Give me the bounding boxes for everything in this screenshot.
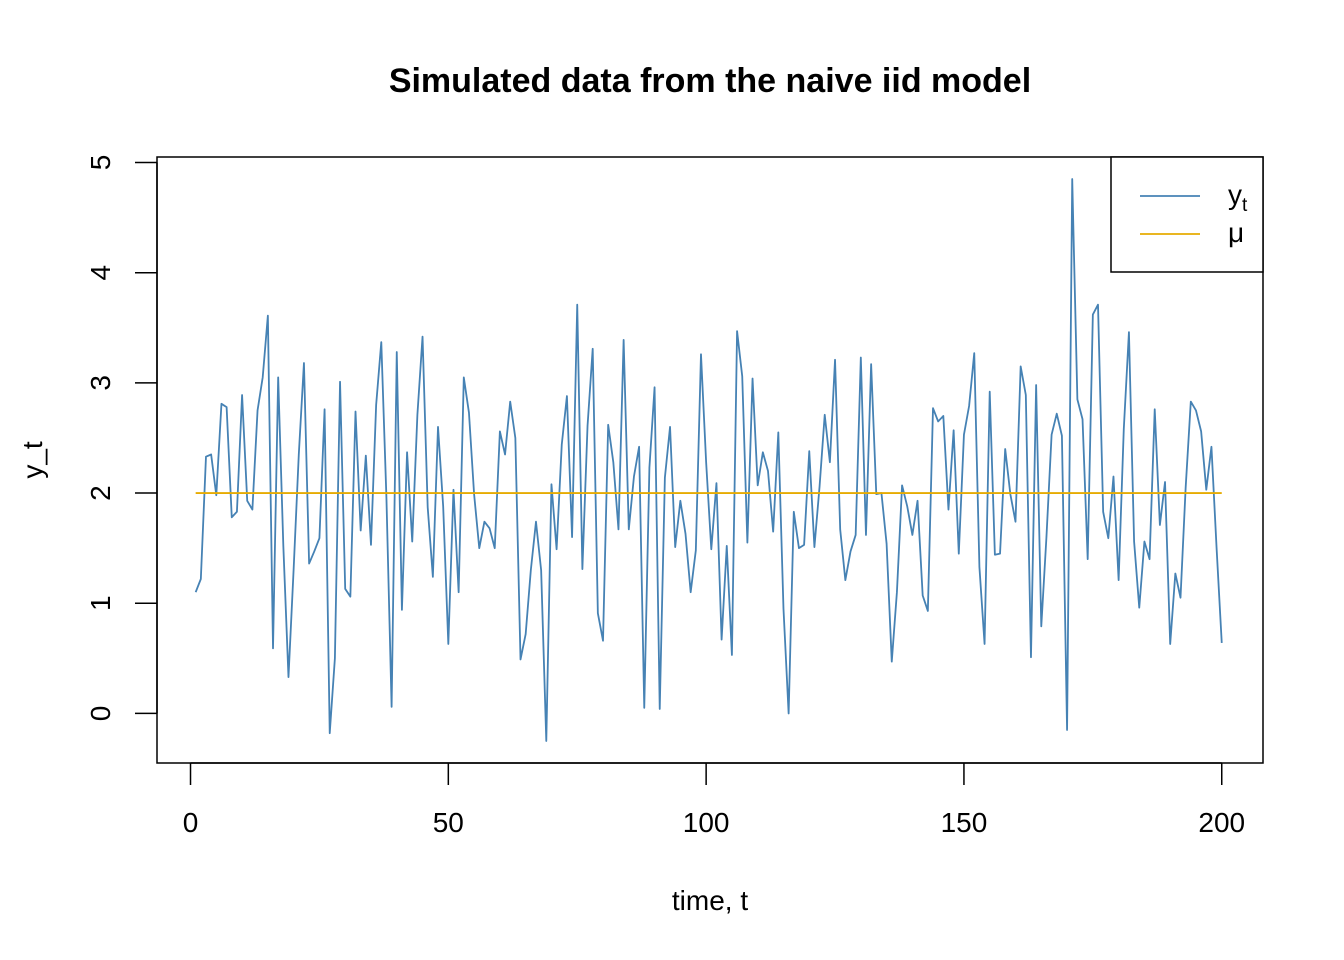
x-tick-label: 50 bbox=[433, 807, 464, 838]
legend: yt μ bbox=[1110, 156, 1264, 273]
y-axis: 0 1 2 3 4 5 bbox=[85, 155, 158, 722]
legend-label-y-main: y bbox=[1228, 179, 1242, 210]
y-tick-label: 4 bbox=[85, 265, 116, 281]
y-tick-label: 2 bbox=[85, 485, 116, 501]
x-axis-label: time, t bbox=[672, 885, 748, 916]
x-axis: 0 50 100 150 200 bbox=[183, 762, 1245, 838]
plot-area bbox=[194, 178, 1223, 742]
y-tick-label: 0 bbox=[85, 706, 116, 722]
legend-label-y-subscript: t bbox=[1242, 195, 1248, 216]
chart-title: Simulated data from the naive iid model bbox=[389, 62, 1031, 100]
x-tick-label: 150 bbox=[941, 807, 988, 838]
y-tick-label: 1 bbox=[85, 595, 116, 611]
legend-label-y: yt bbox=[1228, 179, 1248, 216]
y-tick-label: 3 bbox=[85, 375, 116, 391]
series-line-y bbox=[194, 178, 1223, 742]
y-axis-label: y_t bbox=[17, 441, 48, 479]
legend-label-mu: μ bbox=[1228, 217, 1244, 248]
x-tick-label: 0 bbox=[183, 807, 199, 838]
legend-box bbox=[1110, 156, 1264, 273]
y-tick-label: 5 bbox=[85, 155, 116, 171]
x-tick-label: 100 bbox=[683, 807, 730, 838]
x-tick-label: 200 bbox=[1198, 807, 1245, 838]
